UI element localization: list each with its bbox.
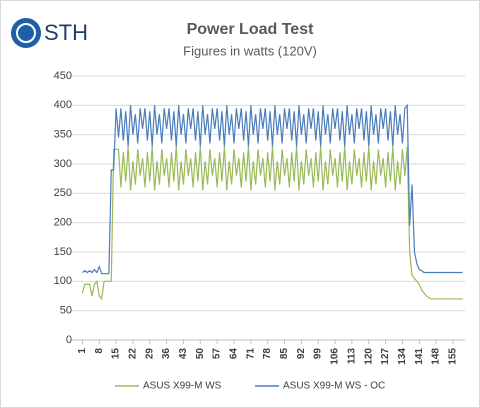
x-tick-label: 127 [380,348,391,365]
x-tick-label: 8 [94,348,105,354]
x-tick-label: 148 [431,348,442,365]
x-tick-label: 15 [111,348,122,360]
y-tick-label: 100 [54,275,72,287]
x-tick-label: 141 [414,348,425,365]
y-tick-label: 400 [54,99,72,111]
legend-item: ASUS X99-M WS [115,381,222,392]
x-tick-label: 57 [212,348,223,360]
legend-label: ASUS X99-M WS [143,381,222,392]
x-tick-label: 50 [195,348,206,360]
chart-title: Power Load Test [187,21,315,38]
logo-icon [11,18,41,48]
x-tick-label: 99 [313,348,324,360]
x-tick-label: 1 [77,348,88,354]
x-tick-label: 85 [279,348,290,360]
x-tick-label: 106 [330,348,341,365]
logo-icon-ring [16,23,36,43]
y-tick-label: 50 [60,305,72,317]
y-tick-label: 300 [54,158,72,170]
x-tick-label: 120 [363,348,374,365]
x-tick-label: 64 [229,348,240,360]
x-tick-label: 78 [262,348,273,360]
x-tick-label: 134 [397,348,408,365]
y-tick-label: 0 [66,334,72,346]
series-line [82,103,463,275]
legend-item: ASUS X99-M WS - OC [255,381,385,392]
x-tick-label: 22 [127,348,138,360]
y-tick-label: 450 [54,70,72,82]
y-tick-label: 150 [54,246,72,258]
x-tick-label: 36 [161,348,172,360]
legend-label: ASUS X99-M WS - OC [283,381,385,392]
y-tick-label: 250 [54,187,72,199]
chart-subtitle: Figures in watts (120V) [183,43,317,58]
logo-text: STH [44,20,88,45]
x-tick-label: 43 [178,348,189,360]
x-tick-label: 71 [245,348,256,360]
logo: STH [11,18,88,48]
x-tick-label: 113 [346,348,357,365]
y-tick-label: 200 [54,217,72,229]
y-tick-label: 350 [54,129,72,141]
x-tick-label: 155 [447,348,458,365]
x-tick-label: 92 [296,348,307,360]
x-tick-label: 29 [144,348,155,360]
